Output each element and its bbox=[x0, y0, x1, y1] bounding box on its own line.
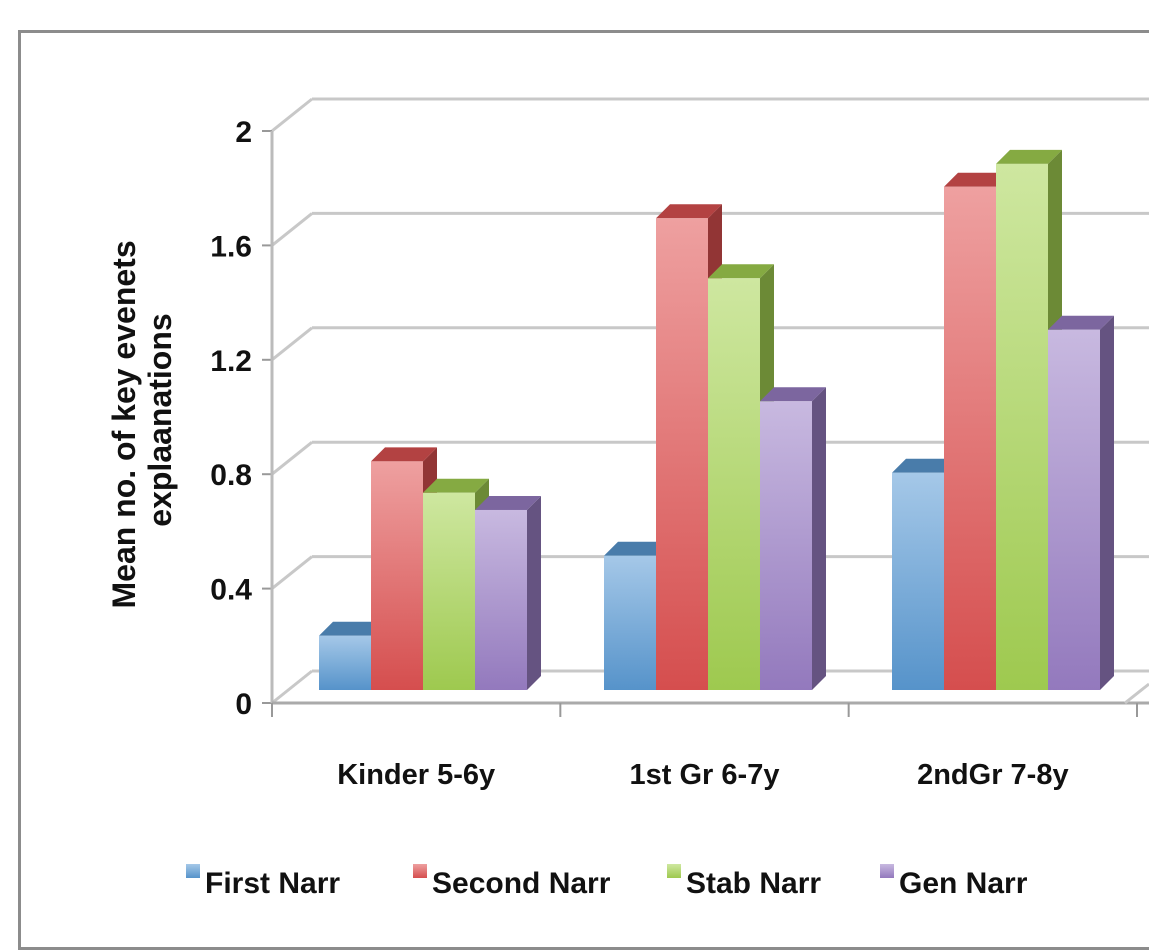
bar-front bbox=[423, 492, 475, 690]
bar-1-3 bbox=[760, 387, 826, 690]
gridline-depth-4 bbox=[271, 212, 313, 247]
y-tick-label-0: 0 bbox=[235, 688, 252, 721]
legend-swatch bbox=[880, 864, 894, 878]
gridline-depth-3 bbox=[271, 326, 313, 361]
bars bbox=[319, 149, 1114, 691]
bar-top bbox=[996, 149, 1062, 164]
bar-side bbox=[527, 495, 541, 690]
bar-front bbox=[475, 509, 527, 690]
bar-top bbox=[475, 495, 541, 510]
bar-chart: 0 0.4 0.8 1.2 1.6 2 Kinder 5-6y 1st Gr 6-7y 2nd… bbox=[106, 97, 1149, 900]
x-category-label-1: 1st Gr 6-7y bbox=[630, 759, 780, 791]
bar-top bbox=[604, 541, 670, 556]
legend-label: Stab Narr bbox=[686, 867, 821, 900]
y-axis-title-line-1: Mean no. of key evenets bbox=[106, 240, 142, 608]
gridline-depth-0 bbox=[271, 669, 313, 705]
legend-item-0: First Narr bbox=[186, 864, 340, 900]
bar-top bbox=[892, 458, 958, 473]
x-category-label-2: 2ndGr 7-8y bbox=[917, 759, 1069, 791]
bar-front bbox=[656, 218, 708, 691]
legend-item-3: Gen Narr bbox=[880, 864, 1028, 900]
bar-front bbox=[319, 635, 371, 690]
legend-item-1: Second Narr bbox=[413, 864, 611, 900]
legend-label: Second Narr bbox=[432, 867, 611, 900]
bar-front bbox=[1048, 329, 1100, 690]
x-category-labels: Kinder 5-6y 1st Gr 6-7y 2ndGr 7-8y bbox=[337, 759, 1068, 791]
bar-front bbox=[708, 278, 760, 690]
legend-item-2: Stab Narr bbox=[667, 864, 821, 900]
legend-swatch bbox=[186, 864, 200, 878]
bar-top bbox=[319, 621, 385, 636]
legend-label: First Narr bbox=[205, 867, 340, 900]
bar-top bbox=[708, 264, 774, 279]
bar-top bbox=[760, 387, 826, 402]
bar-front bbox=[944, 186, 996, 690]
gridline-depth-2 bbox=[271, 441, 313, 476]
y-tick-label-3: 1.2 bbox=[210, 345, 252, 378]
y-axis-title-line-2: explaanations bbox=[142, 313, 178, 526]
gridline-depth-5 bbox=[271, 97, 313, 133]
legend-label: Gen Narr bbox=[899, 867, 1028, 900]
y-tick-label-2: 0.8 bbox=[210, 459, 252, 492]
legend-swatch bbox=[413, 864, 427, 878]
x-category-label-0: Kinder 5-6y bbox=[337, 759, 495, 791]
bar-0-3 bbox=[475, 495, 541, 690]
axes bbox=[262, 130, 1149, 717]
y-tick-label-4: 1.6 bbox=[210, 230, 252, 263]
bar-side bbox=[1100, 315, 1114, 690]
bar-top bbox=[944, 172, 1010, 187]
legend: First Narr Second Narr Stab Narr Gen Narr bbox=[186, 864, 1028, 900]
bar-front bbox=[996, 163, 1048, 690]
bar-top bbox=[1048, 315, 1114, 330]
y-tick-label-5: 2 bbox=[235, 116, 252, 149]
y-tick-labels: 0 0.4 0.8 1.2 1.6 2 bbox=[210, 116, 252, 721]
y-tick-label-1: 0.4 bbox=[210, 574, 252, 607]
bar-top bbox=[423, 478, 489, 493]
bar-top bbox=[656, 204, 722, 219]
gridline-depth-1 bbox=[271, 555, 313, 590]
bar-front bbox=[760, 401, 812, 690]
bar-front bbox=[604, 555, 656, 690]
bar-front bbox=[371, 461, 423, 690]
bar-side bbox=[812, 387, 826, 690]
legend-swatch bbox=[667, 864, 681, 878]
bar-2-3 bbox=[1048, 315, 1114, 690]
y-axis-title: Mean no. of key evenets explaanations bbox=[106, 231, 178, 608]
bar-top bbox=[371, 447, 437, 462]
floor-depth-right bbox=[1124, 682, 1149, 705]
bar-front bbox=[892, 472, 944, 690]
bar-0-2 bbox=[423, 478, 489, 690]
